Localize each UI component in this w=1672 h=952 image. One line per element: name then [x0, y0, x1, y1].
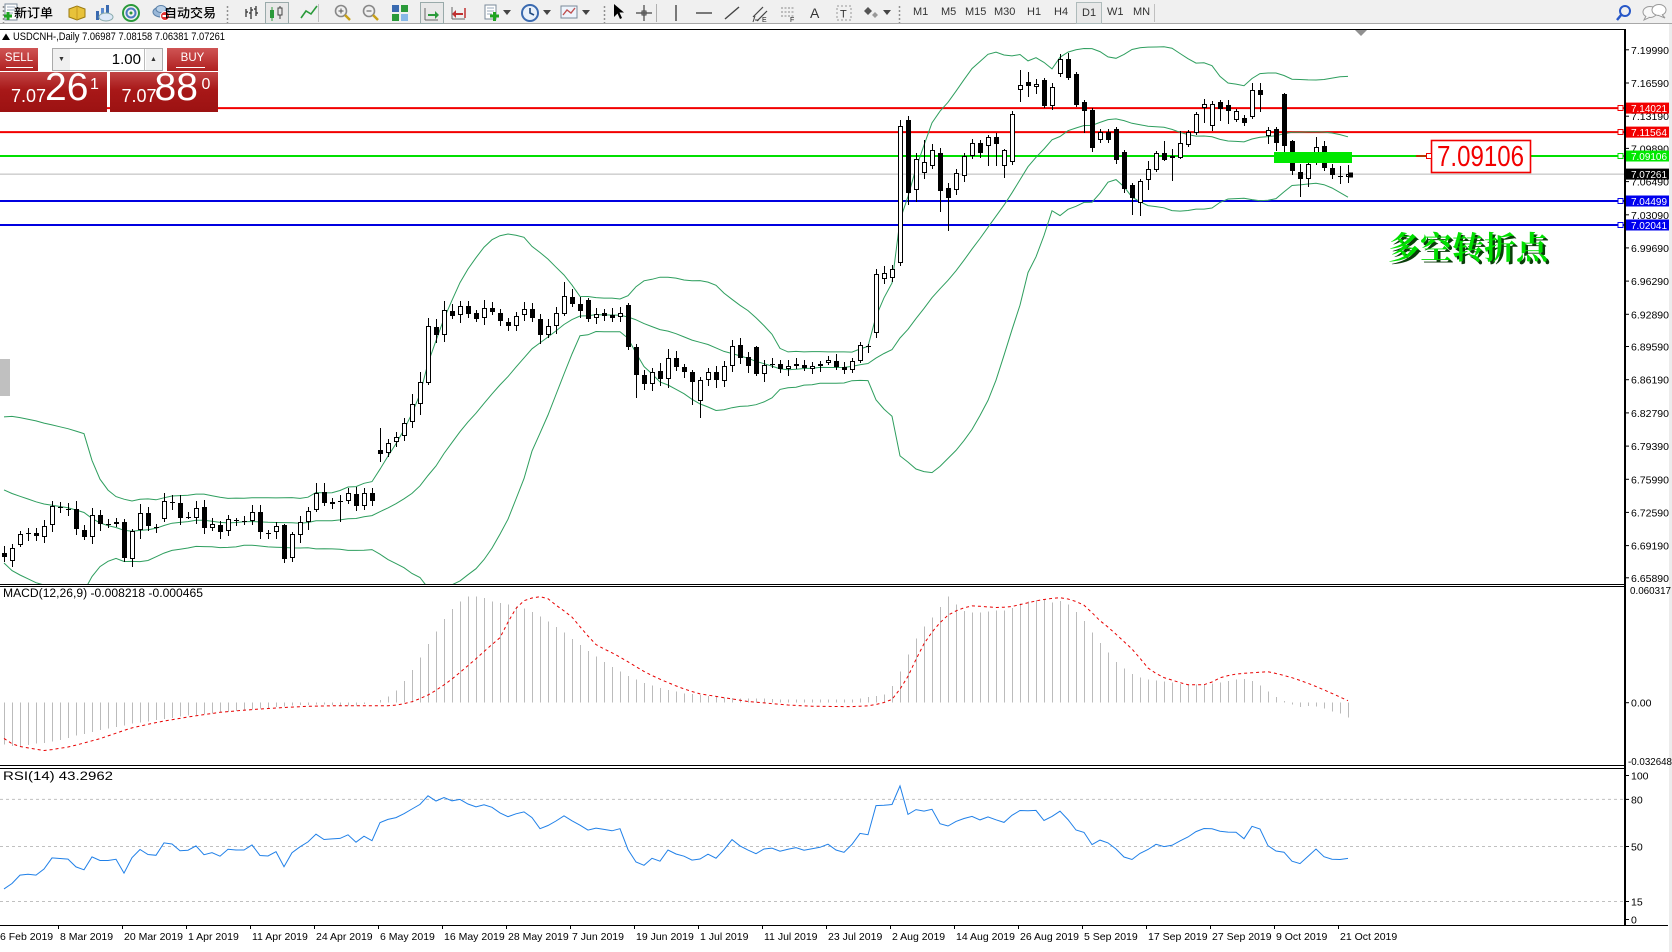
svg-text:MACD(12,26,9) -0.008218 -0.000: MACD(12,26,9) -0.008218 -0.000465: [3, 588, 203, 600]
svg-text:6.96290: 6.96290: [1631, 276, 1669, 288]
svg-text:80: 80: [1631, 794, 1643, 806]
svg-text:50: 50: [1631, 842, 1643, 854]
svg-text:9 Oct 2019: 9 Oct 2019: [1276, 931, 1328, 943]
svg-text:7.09106: 7.09106: [1631, 151, 1667, 163]
svg-text:21 Oct 2019: 21 Oct 2019: [1340, 931, 1397, 943]
svg-text:7.19990: 7.19990: [1631, 45, 1669, 57]
svg-text:6 Feb 2019: 6 Feb 2019: [0, 931, 53, 943]
svg-text:6.75990: 6.75990: [1631, 474, 1669, 486]
svg-text:2 Aug 2019: 2 Aug 2019: [892, 931, 945, 943]
svg-text:6.86190: 6.86190: [1631, 375, 1669, 387]
svg-text:6.99690: 6.99690: [1631, 243, 1669, 255]
svg-text:11 Jul 2019: 11 Jul 2019: [764, 931, 818, 943]
svg-text:6.82790: 6.82790: [1631, 408, 1669, 420]
svg-text:0.060317: 0.060317: [1630, 585, 1671, 597]
svg-text:RSI(14) 43.2962: RSI(14) 43.2962: [3, 771, 113, 783]
svg-text:E: E: [762, 17, 767, 23]
svg-text:6.72590: 6.72590: [1631, 507, 1669, 519]
svg-text:6.79390: 6.79390: [1631, 441, 1669, 453]
svg-text:6.65890: 6.65890: [1631, 573, 1669, 585]
svg-text:26 Aug 2019: 26 Aug 2019: [1020, 931, 1079, 943]
svg-text:F: F: [790, 17, 794, 23]
svg-text:7.04499: 7.04499: [1631, 196, 1667, 208]
svg-text:6 May 2019: 6 May 2019: [380, 931, 435, 943]
svg-text:USDCNH-,Daily 7.06987 7.08158: USDCNH-,Daily 7.06987 7.08158 7.06381 7.…: [13, 31, 225, 43]
svg-text:6.69190: 6.69190: [1631, 541, 1669, 553]
svg-text:7.13190: 7.13190: [1631, 111, 1669, 123]
svg-text:7.11564: 7.11564: [1631, 127, 1667, 139]
svg-text:27 Sep 2019: 27 Sep 2019: [1212, 931, 1272, 943]
svg-text:28 May 2019: 28 May 2019: [508, 931, 569, 943]
svg-text:0.00: 0.00: [1631, 698, 1652, 710]
svg-text:T: T: [840, 9, 847, 21]
svg-text:100: 100: [1631, 771, 1649, 783]
svg-text:7.16590: 7.16590: [1631, 78, 1669, 90]
svg-text:8 Mar 2019: 8 Mar 2019: [60, 931, 113, 943]
svg-text:11 Apr 2019: 11 Apr 2019: [252, 931, 308, 943]
svg-text:-0.032648: -0.032648: [1628, 756, 1672, 768]
svg-text:7.03090: 7.03090: [1631, 210, 1669, 222]
svg-text:19 Jun 2019: 19 Jun 2019: [636, 931, 694, 943]
svg-text:6.92890: 6.92890: [1631, 309, 1669, 321]
svg-text:7 Jun 2019: 7 Jun 2019: [572, 931, 624, 943]
svg-text:1 Apr 2019: 1 Apr 2019: [188, 931, 239, 943]
svg-text:0: 0: [1631, 915, 1637, 927]
svg-text:7.02041: 7.02041: [1631, 220, 1667, 232]
svg-text:7.07261: 7.07261: [1631, 169, 1667, 181]
svg-text:15: 15: [1631, 897, 1643, 909]
svg-text:17 Sep 2019: 17 Sep 2019: [1148, 931, 1208, 943]
svg-text:20 Mar 2019: 20 Mar 2019: [124, 931, 183, 943]
svg-text:24 Apr 2019: 24 Apr 2019: [316, 931, 373, 943]
svg-text:1 Jul 2019: 1 Jul 2019: [700, 931, 749, 943]
svg-text:6.89590: 6.89590: [1631, 342, 1669, 354]
svg-text:A: A: [810, 5, 820, 21]
svg-text:7.09106: 7.09106: [1437, 141, 1524, 173]
svg-text:14 Aug 2019: 14 Aug 2019: [956, 931, 1015, 943]
svg-text:16 May 2019: 16 May 2019: [444, 931, 505, 943]
svg-text:5 Sep 2019: 5 Sep 2019: [1084, 931, 1138, 943]
svg-text:7.14021: 7.14021: [1631, 103, 1667, 115]
svg-text:23 Jul 2019: 23 Jul 2019: [828, 931, 882, 943]
